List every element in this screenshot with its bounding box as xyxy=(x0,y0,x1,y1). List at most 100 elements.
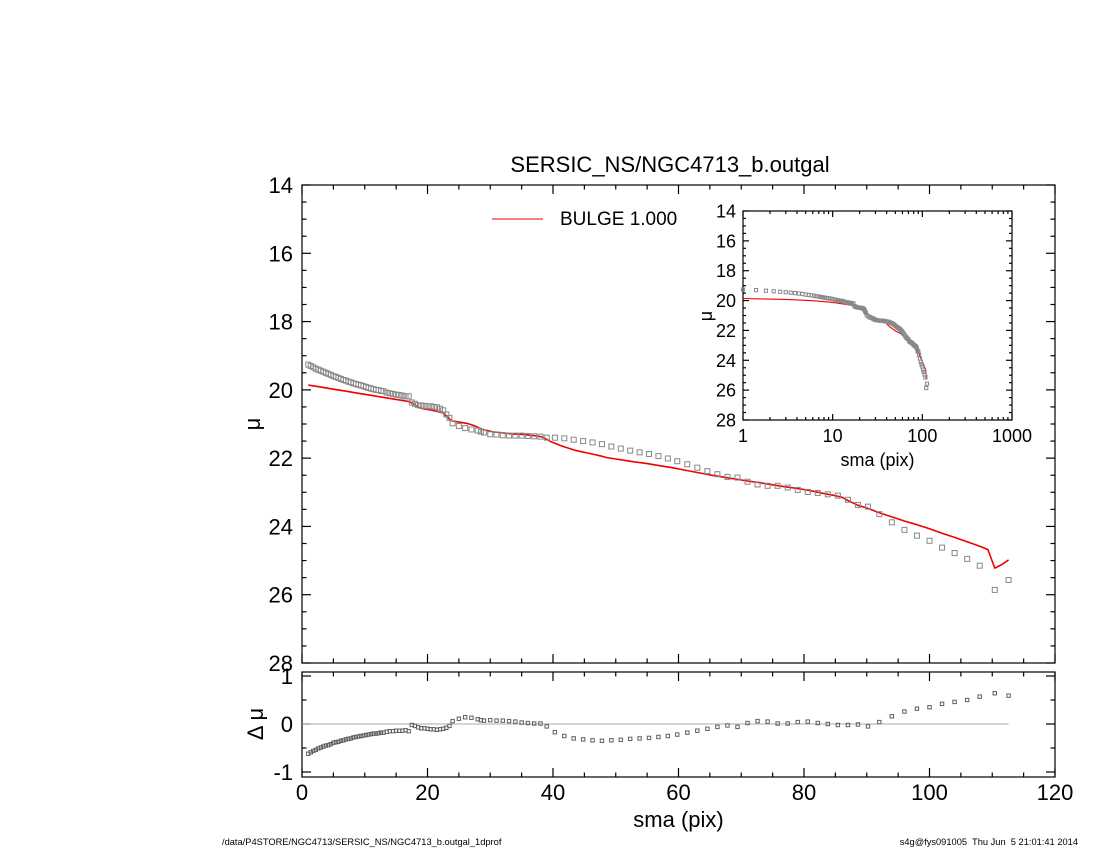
data-point-square xyxy=(835,722,841,728)
data-point-square xyxy=(477,428,484,435)
data-point-square xyxy=(474,427,481,434)
data-point-square xyxy=(854,501,861,508)
data-point-square xyxy=(351,735,356,740)
data-point-square xyxy=(814,489,821,496)
data-point-square xyxy=(694,464,701,471)
data-point-square xyxy=(785,721,790,726)
data-point-square xyxy=(939,544,946,551)
data-point-square xyxy=(825,721,831,727)
data-point-square xyxy=(488,717,493,723)
data-point-square xyxy=(551,434,558,441)
data-point-square xyxy=(562,733,567,739)
data-point-square xyxy=(378,730,384,735)
data-point-square xyxy=(794,486,801,493)
data-point-square xyxy=(443,411,450,418)
data-point-square xyxy=(358,733,364,739)
data-point-square xyxy=(923,375,928,380)
data-point-square xyxy=(411,400,418,407)
data-point-square xyxy=(646,451,653,458)
y-tick-label: 18 xyxy=(716,261,736,281)
x-tick-label: 0 xyxy=(296,780,308,805)
data-point-square xyxy=(951,550,958,557)
data-point-square xyxy=(763,288,768,293)
data-point-square xyxy=(396,391,403,398)
data-point-square xyxy=(863,310,869,315)
data-point-square xyxy=(343,737,349,742)
data-point-square xyxy=(926,537,933,544)
data-point-square xyxy=(368,731,374,737)
data-point-square xyxy=(783,290,788,295)
inset-model-line xyxy=(742,297,928,380)
data-point-square xyxy=(373,731,379,736)
y-tick-label: 28 xyxy=(269,651,293,676)
data-point-square xyxy=(952,699,957,705)
y-tick-label: 16 xyxy=(269,241,293,266)
footer-path: /data/P4STORE/NGC4713/SERSIC_NS/NGC4713_… xyxy=(222,837,502,847)
plot-frame xyxy=(301,184,1056,664)
data-point-square xyxy=(361,733,366,738)
data-point-square xyxy=(405,393,412,400)
data-point-square xyxy=(992,691,997,696)
x-tick-label: 1000 xyxy=(992,426,1032,446)
data-point-square xyxy=(519,720,524,725)
data-point-square xyxy=(764,482,771,489)
data-point-square xyxy=(589,439,596,446)
data-point-square xyxy=(715,724,720,730)
data-point-square xyxy=(824,491,831,498)
y-tick-label: 20 xyxy=(716,291,736,311)
data-point-square xyxy=(927,705,932,710)
data-point-square xyxy=(506,718,512,724)
data-point-square xyxy=(784,484,791,491)
data-point-square xyxy=(964,555,971,562)
y-tick-label: 24 xyxy=(269,514,293,539)
data-point-square xyxy=(735,724,740,730)
data-point-square xyxy=(518,432,525,439)
data-point-square xyxy=(991,586,998,593)
data-point-square xyxy=(389,390,396,397)
data-point-square xyxy=(456,716,462,721)
data-point-square xyxy=(333,740,339,745)
plot-frame xyxy=(742,210,1013,421)
data-point-square xyxy=(778,289,783,294)
data-point-square xyxy=(469,715,474,720)
data-point-square xyxy=(1005,577,1012,584)
bulge-model-curve xyxy=(308,384,1010,569)
data-point-square xyxy=(695,728,700,733)
y-tick-label: 16 xyxy=(716,231,736,251)
data-point-square xyxy=(408,399,415,406)
data-point-square xyxy=(446,414,453,421)
data-point-square xyxy=(977,694,982,699)
data-point-square xyxy=(754,288,759,293)
data-point-square xyxy=(924,385,929,391)
data-point-square xyxy=(855,722,861,727)
data-point-square xyxy=(450,718,455,724)
data-point-square xyxy=(684,461,691,468)
data-point-square xyxy=(424,403,431,410)
data-point-square xyxy=(913,532,920,539)
data-point-square xyxy=(704,468,711,475)
data-point-square xyxy=(427,403,434,410)
data-point-square xyxy=(617,445,624,452)
data-point-square xyxy=(406,729,411,734)
data-point-square xyxy=(500,718,506,723)
data-point-square xyxy=(865,724,871,729)
data-point-square xyxy=(724,473,731,480)
data-point-square xyxy=(468,426,475,433)
data-point-square xyxy=(792,291,798,296)
x-axis-title: sma (pix) xyxy=(633,807,723,832)
y-tick-label: 14 xyxy=(716,202,736,222)
data-point-square xyxy=(449,420,456,427)
data-point-square xyxy=(919,362,924,367)
data-point-square xyxy=(383,389,390,396)
data-point-square xyxy=(580,438,587,445)
data-point-square xyxy=(487,431,494,438)
data-point-square xyxy=(512,432,519,439)
residual-points xyxy=(306,691,1011,756)
x-tick-label: 20 xyxy=(415,780,439,805)
data-point-square xyxy=(480,429,487,436)
x-tick-label: 10 xyxy=(823,426,843,446)
data-point-square xyxy=(675,732,680,737)
